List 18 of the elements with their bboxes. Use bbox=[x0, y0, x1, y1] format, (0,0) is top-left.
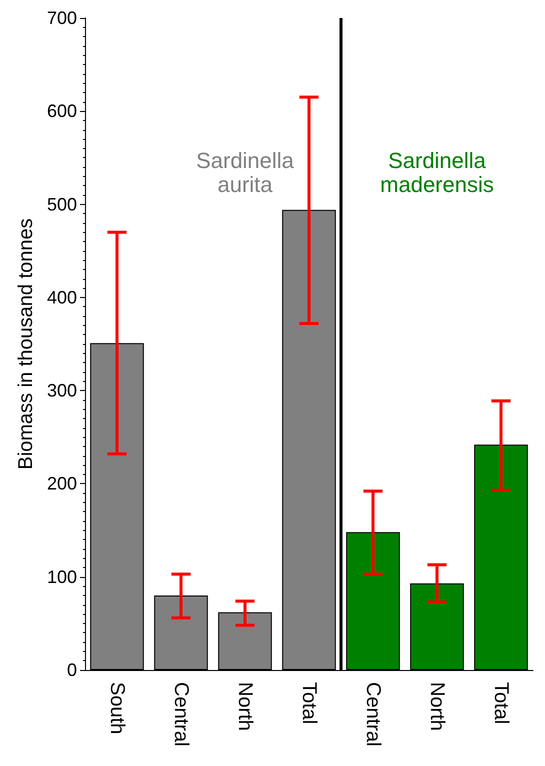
y-tick-label: 500 bbox=[46, 194, 77, 214]
y-tick-label: 600 bbox=[46, 101, 77, 122]
x-tick-label: South bbox=[106, 682, 128, 734]
y-tick-label: 0 bbox=[66, 660, 77, 680]
text: Sardinella maderensis bbox=[380, 148, 494, 197]
y-tick-label: 200 bbox=[46, 474, 77, 494]
x-tick-label: North bbox=[234, 682, 256, 731]
x-tick-label: Central bbox=[170, 682, 192, 746]
y-tick-label: 400 bbox=[46, 287, 77, 308]
y-tick-label: 700 bbox=[46, 8, 77, 28]
series-label: Sardinella aurita bbox=[196, 148, 295, 197]
x-tick-label: Total bbox=[490, 682, 512, 724]
y-tick-label: 300 bbox=[46, 380, 77, 401]
x-tick-label: Total bbox=[298, 682, 320, 724]
x-tick-label: Central bbox=[362, 682, 384, 746]
y-tick-label: 100 bbox=[46, 566, 77, 587]
y-axis-title: Biomass in thousand tonnes bbox=[15, 218, 38, 470]
x-tick-label: North bbox=[426, 682, 448, 731]
